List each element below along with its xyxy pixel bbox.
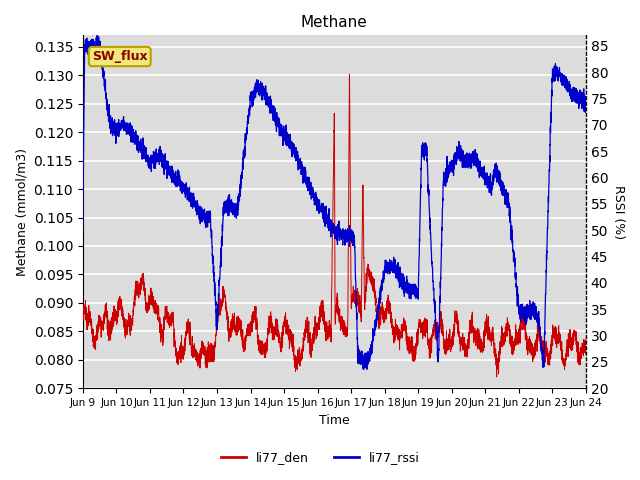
Text: SW_flux: SW_flux [92, 50, 148, 63]
Legend: li77_den, li77_rssi: li77_den, li77_rssi [216, 446, 424, 469]
X-axis label: Time: Time [319, 414, 349, 427]
Y-axis label: RSSI (%): RSSI (%) [612, 185, 625, 239]
Title: Methane: Methane [301, 15, 368, 30]
Y-axis label: Methane (mmol/m3): Methane (mmol/m3) [15, 148, 28, 276]
